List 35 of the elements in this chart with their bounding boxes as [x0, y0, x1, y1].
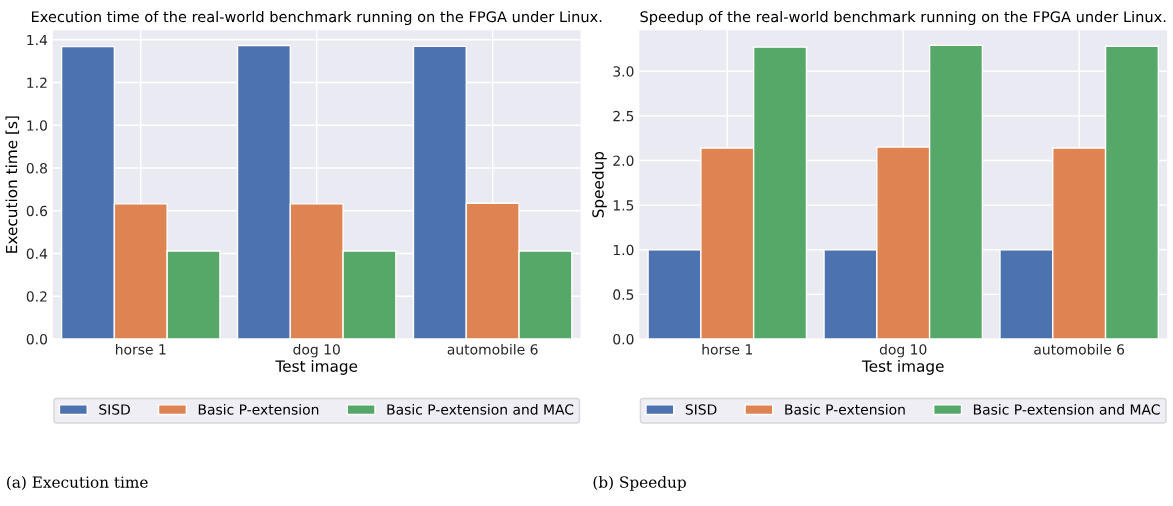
y-tick-label: 0.2	[26, 291, 47, 302]
x-tick-label: dog 10	[293, 343, 340, 358]
text: (a) Execution time	[7, 476, 148, 491]
y-axis-title: Execution time [s]	[5, 116, 20, 253]
y-tick-label: 0.0	[26, 333, 47, 345]
y-tick-label: 2.5	[613, 110, 634, 122]
legend-label: SISD	[99, 404, 130, 415]
text: (b) Speedup	[593, 476, 686, 491]
x-axis-title: Test image	[861, 360, 944, 375]
y-tick-label: 1.0	[613, 244, 634, 256]
y-tick-label: 2.0	[613, 155, 634, 166]
legend-label: Basic P-extension	[785, 403, 905, 415]
y-tick-label: 1.4	[27, 34, 48, 46]
y-tick-label: 0.0	[613, 333, 634, 345]
y-tick-label: 3.0	[613, 66, 634, 77]
x-tick-label: automobile 6	[1034, 343, 1125, 355]
y-tick-label: 1.0	[27, 120, 47, 131]
chart-title: Speedup of the real-world benchmark running on the FPGA under Linux.	[640, 10, 1166, 26]
y-tick-label: 0.5	[613, 289, 634, 300]
legend-label: Basic P-extension and MAC	[387, 403, 574, 415]
y-tick-label: 1.2	[27, 77, 47, 88]
x-tick-label: horse 1	[702, 343, 752, 355]
x-tick-label: dog 10	[879, 343, 927, 358]
x-tick-label: automobile 6	[447, 343, 538, 355]
x-tick-label: horse 1	[116, 343, 166, 355]
x-axis-title: Test image	[275, 360, 358, 375]
y-tick-label: 0.6	[26, 205, 48, 217]
y-tick-label: 0.8	[26, 162, 47, 174]
legend-label: SISD	[685, 404, 717, 415]
legend-label: Basic P-extension and MAC	[973, 403, 1160, 415]
y-axis-title: Speedup	[591, 151, 607, 218]
y-tick-label: 1.5	[613, 200, 634, 211]
y-tick-label: 0.4	[26, 248, 48, 259]
chart-title: Execution time of the real-world benchmark running on the FPGA under Linux.	[31, 10, 602, 26]
legend-label: Basic P-extension	[198, 403, 319, 415]
